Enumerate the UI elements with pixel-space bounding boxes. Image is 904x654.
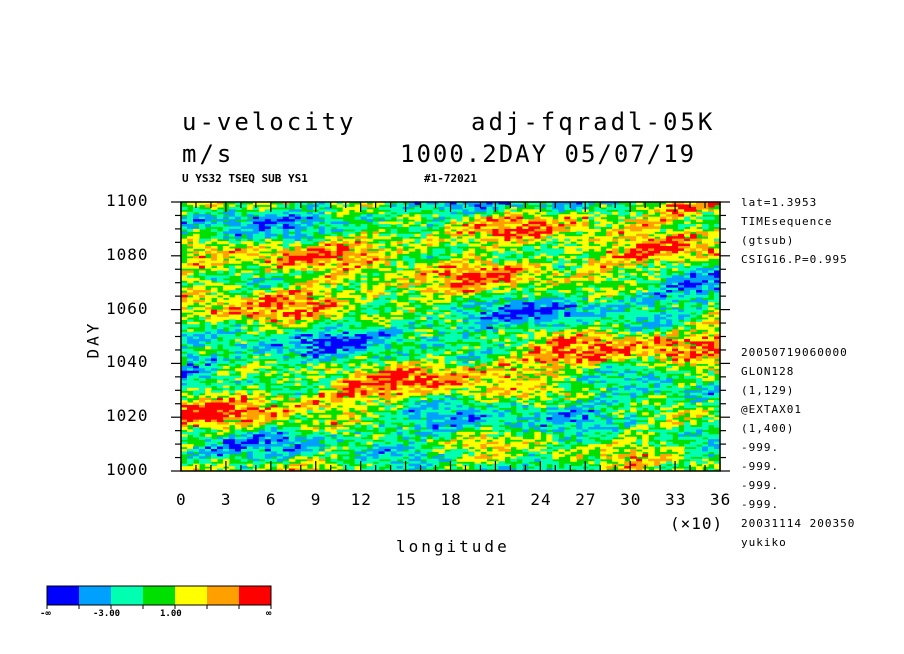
units-label: m/s [182, 140, 235, 168]
y-tick-label: 1000 [106, 460, 149, 479]
x-tick-label: 27 [575, 490, 597, 509]
colorbar-swatch [79, 586, 111, 605]
x-tick-label: 6 [265, 490, 277, 509]
side-info-line: 20050719060000 [741, 346, 848, 359]
subtitle-right: #1-72021 [424, 172, 477, 185]
y-axis-label: DAY [83, 320, 103, 359]
side-info-line: -999. [741, 498, 780, 511]
colorbar-swatch [207, 586, 239, 605]
side-info-line: @EXTAX01 [741, 403, 802, 416]
x-axis-label: longitude [396, 537, 510, 556]
colorbar-label: ∞ [266, 609, 272, 619]
side-info-line: CSIG16.P=0.995 [741, 253, 848, 266]
x-tick-label: 30 [620, 490, 642, 509]
x-tick-label: 21 [485, 490, 507, 509]
time-stamp: 1000.2DAY 05/07/19 [400, 140, 697, 168]
x-tick-label: 15 [395, 490, 417, 509]
colorbar-label: -∞ [40, 609, 51, 619]
y-tick-label: 1100 [106, 191, 149, 210]
colorbar-swatch [175, 586, 207, 605]
x-tick-label: 36 [710, 490, 732, 509]
x-tick-label: 3 [220, 490, 232, 509]
y-tick-label: 1080 [106, 244, 149, 264]
colorbar-frame [46, 585, 272, 606]
side-info-line: -999. [741, 441, 780, 454]
subtitle-left: U YS32 TSEQ SUB YS1 [182, 172, 308, 185]
x-multiplier: (×10) [670, 514, 724, 533]
colorbar-label: -3.00 [93, 609, 121, 619]
y-tick-label: 1040 [106, 352, 149, 372]
heatmap-field [181, 202, 720, 471]
side-info-line: (gtsub) [741, 234, 795, 247]
x-tick-label: 9 [310, 490, 322, 509]
x-tick-label: 0 [176, 490, 187, 509]
colorbar [46, 585, 272, 609]
colorbar-swatch [143, 586, 175, 605]
x-tick-label: 33 [665, 490, 687, 509]
side-info-line: (1,400) [741, 422, 795, 435]
colorbar-swatch [47, 586, 79, 605]
side-info-line: yukiko [741, 536, 787, 549]
experiment-title: adj-fqradl-05K [471, 108, 716, 136]
y-tick-label: 1060 [106, 298, 149, 318]
side-info-line: (1,129) [741, 384, 795, 397]
colorbar-label: 1.00 [160, 609, 182, 619]
x-tick-label: 12 [350, 490, 372, 509]
axis-ticks [171, 201, 730, 472]
y-tick-label: 1020 [106, 406, 149, 426]
colorbar-swatch [111, 586, 143, 605]
colorbar-swatch [239, 586, 271, 605]
x-tick-label: 18 [440, 490, 462, 509]
side-info-line: GLON128 [741, 365, 795, 378]
side-info-line: 20031114 200350 [741, 517, 856, 530]
variable-title: u-velocity [182, 108, 357, 136]
side-info-line: TIMEsequence [741, 215, 833, 228]
side-info-line: lat=1.3953 [741, 196, 818, 209]
x-tick-label: 24 [530, 490, 552, 509]
side-info-line: -999. [741, 479, 780, 492]
side-info-line: -999. [741, 460, 780, 473]
